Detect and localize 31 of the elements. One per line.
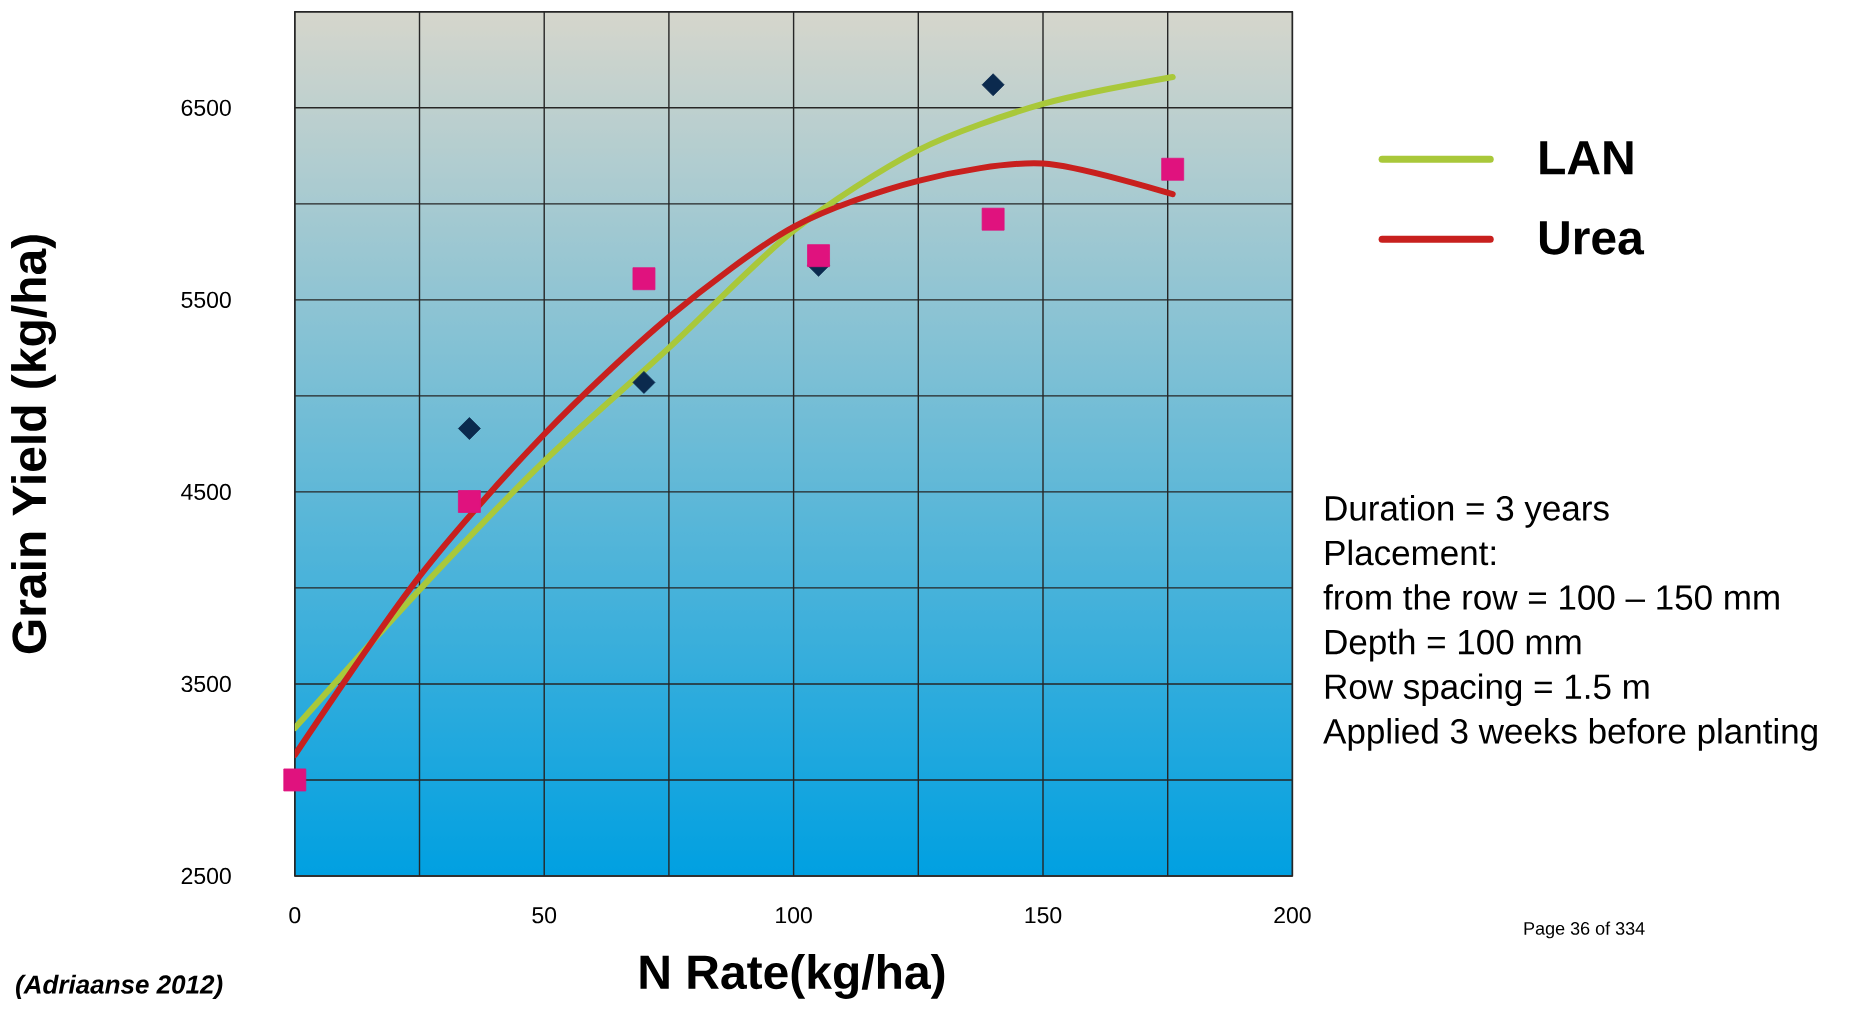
x-axis-title: N Rate(kg/ha) xyxy=(640,953,945,999)
y-axis-title: Grain Yield (kg/ha) xyxy=(11,235,57,654)
point xyxy=(807,244,830,268)
point xyxy=(283,768,307,792)
legend-label: Urea xyxy=(1539,221,1645,255)
y-tick-label: 5500 xyxy=(181,291,231,308)
y-tick-label: 2500 xyxy=(181,867,231,885)
text: Applied 3 weeks before planting xyxy=(1323,718,1817,751)
x-tick-label: 50 xyxy=(532,907,557,924)
point xyxy=(632,267,656,291)
x-tick-label: 0 xyxy=(289,907,301,924)
text: Placement: xyxy=(1325,539,1495,566)
x-tick-label: 150 xyxy=(1025,907,1062,924)
x-tick-label: 100 xyxy=(776,907,812,924)
point xyxy=(1161,157,1185,181)
point xyxy=(457,490,481,513)
y-tick-label: 6500 xyxy=(181,99,231,116)
text: Duration = 3 years xyxy=(1325,495,1609,528)
point xyxy=(632,371,656,394)
text: Depth = 100 mm xyxy=(1325,628,1581,662)
point xyxy=(457,417,481,440)
text: (Adriaanse 2012) xyxy=(16,974,223,999)
text: Row spacing = 1.5 m xyxy=(1325,673,1649,707)
point xyxy=(981,73,1005,97)
point xyxy=(981,207,1005,231)
y-tick-label: 4500 xyxy=(181,483,231,501)
x-tick-label: 200 xyxy=(1274,907,1311,924)
legend-label: LAN xyxy=(1540,141,1633,175)
text: from the row = 100 – 150 mm xyxy=(1323,584,1779,610)
y-tick-label: 3500 xyxy=(181,675,231,693)
text: Page 36 of 334 xyxy=(1524,921,1645,939)
